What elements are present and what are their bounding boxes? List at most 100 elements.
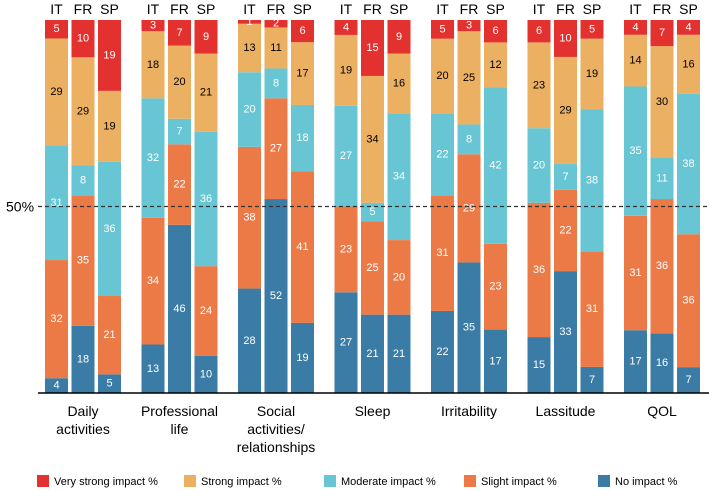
value-label: 21	[103, 329, 115, 341]
value-label: 5	[589, 23, 595, 35]
country-label-it: IT	[340, 1, 353, 17]
value-label: 7	[176, 126, 182, 138]
value-label: 16	[682, 58, 694, 70]
value-label: 23	[533, 79, 545, 91]
bar-3-sp-strong-impact	[291, 42, 314, 105]
value-label: 23	[340, 243, 352, 255]
bar-4-fr-strong-impact	[361, 75, 384, 203]
category-label: Lassitude	[536, 403, 596, 419]
value-label: 33	[559, 326, 571, 338]
bar-3-sp-very-strong-impact	[291, 20, 314, 43]
bar-3-fr-strong-impact	[264, 27, 288, 69]
value-label: 27	[340, 337, 352, 349]
value-label: 52	[270, 290, 282, 302]
bar-2-sp-slight-impact	[194, 266, 218, 356]
bar-5-sp-slight-impact	[484, 243, 507, 330]
legend-label: Moderate impact %	[341, 476, 436, 488]
bar-7-sp-very-strong-impact	[677, 20, 700, 35]
value-label: 5	[106, 378, 112, 390]
value-label: 4	[685, 21, 691, 33]
bar-5-fr-no-impact	[457, 262, 481, 393]
legend-item-very-strong-impact: Very strong impact %	[37, 475, 158, 488]
value-label: 4	[632, 21, 638, 33]
country-label-it: IT	[147, 1, 160, 17]
bar-1-fr-moderate-impact	[71, 165, 95, 196]
country-label-fr: FR	[460, 1, 479, 17]
value-label: 31	[629, 267, 641, 279]
value-label: 23	[489, 281, 501, 293]
value-label: 21	[366, 348, 378, 360]
bar-2-sp-strong-impact	[194, 53, 218, 132]
legend-swatch	[324, 475, 336, 487]
value-label: 5	[53, 23, 59, 35]
value-label: 8	[466, 133, 472, 145]
bar-7-it-strong-impact	[624, 34, 647, 87]
legend-item-no-impact: No impact %	[598, 475, 678, 488]
bar-3-it-very-strong-impact	[238, 20, 261, 24]
bar-2-sp-no-impact	[194, 355, 218, 393]
bar-5-fr-slight-impact	[457, 154, 481, 263]
value-label: 36	[656, 260, 668, 272]
value-label: 36	[200, 193, 212, 205]
bar-3-sp-moderate-impact	[291, 104, 314, 172]
bar-1-fr-very-strong-impact	[71, 20, 95, 58]
bar-6-fr-no-impact	[554, 271, 577, 393]
value-label: 3	[150, 20, 156, 32]
value-label: 34	[147, 275, 159, 287]
bar-4-sp-slight-impact	[387, 240, 411, 315]
country-label-sp: SP	[583, 1, 602, 17]
bar-4-fr-slight-impact	[361, 221, 384, 315]
legend-swatch	[37, 475, 49, 487]
bar-7-fr-slight-impact	[650, 199, 674, 334]
bar-3-sp-no-impact	[291, 322, 314, 393]
value-label: 22	[173, 179, 185, 191]
bar-2-it-strong-impact	[141, 31, 165, 99]
legend-swatch	[464, 475, 476, 487]
bar-5-it-no-impact	[431, 310, 454, 393]
bar-2-it-very-strong-impact	[141, 20, 165, 32]
bar-3-fr-no-impact	[264, 199, 288, 393]
value-label: 22	[436, 346, 448, 358]
value-label: 18	[296, 132, 308, 144]
category-label: QOL	[647, 403, 677, 419]
bar-3-fr-slight-impact	[264, 98, 288, 200]
bar-1-sp-no-impact	[98, 374, 121, 393]
bar-1-it-no-impact	[45, 378, 68, 393]
bar-7-fr-very-strong-impact	[650, 20, 674, 47]
value-label: 4	[53, 380, 59, 392]
value-label: 13	[243, 42, 255, 54]
value-label: 31	[436, 247, 448, 259]
value-label: 6	[492, 25, 498, 37]
country-label-fr: FR	[653, 1, 672, 17]
value-label: 16	[656, 357, 668, 369]
value-label: 36	[533, 264, 545, 276]
value-label: 36	[682, 295, 694, 307]
bar-6-sp-moderate-impact	[580, 109, 604, 252]
value-label: 31	[586, 303, 598, 315]
bar-7-it-no-impact	[624, 330, 647, 393]
bar-3-it-moderate-impact	[238, 72, 261, 147]
bar-1-sp-moderate-impact	[98, 161, 121, 297]
value-label: 24	[200, 305, 212, 317]
bar-6-fr-strong-impact	[554, 56, 577, 165]
bar-2-fr-no-impact	[168, 224, 191, 393]
bar-5-sp-strong-impact	[484, 42, 507, 88]
axis-layer: IT FR SP Daily activities IT FR SP Professional l…	[6, 1, 709, 455]
bar-1-it-strong-impact	[45, 38, 68, 146]
bar-4-it-very-strong-impact	[334, 20, 358, 35]
country-label-sp: SP	[390, 1, 409, 17]
bar-5-fr-moderate-impact	[457, 124, 481, 155]
bar-2-it-moderate-impact	[141, 98, 165, 218]
bar-1-sp-strong-impact	[98, 90, 121, 162]
country-label-it: IT	[533, 1, 546, 17]
value-label: 35	[77, 255, 89, 267]
bar-6-sp-very-strong-impact	[580, 20, 604, 39]
bar-4-sp-strong-impact	[387, 53, 411, 114]
country-label-fr: FR	[170, 1, 189, 17]
legend: Very strong impact % Strong impact % Moder…	[37, 475, 678, 488]
bar-2-fr-moderate-impact	[168, 118, 191, 145]
bar-7-sp-moderate-impact	[677, 93, 700, 235]
value-label: 41	[296, 241, 308, 253]
value-label: 34	[393, 171, 405, 183]
value-label: 1	[246, 16, 252, 28]
